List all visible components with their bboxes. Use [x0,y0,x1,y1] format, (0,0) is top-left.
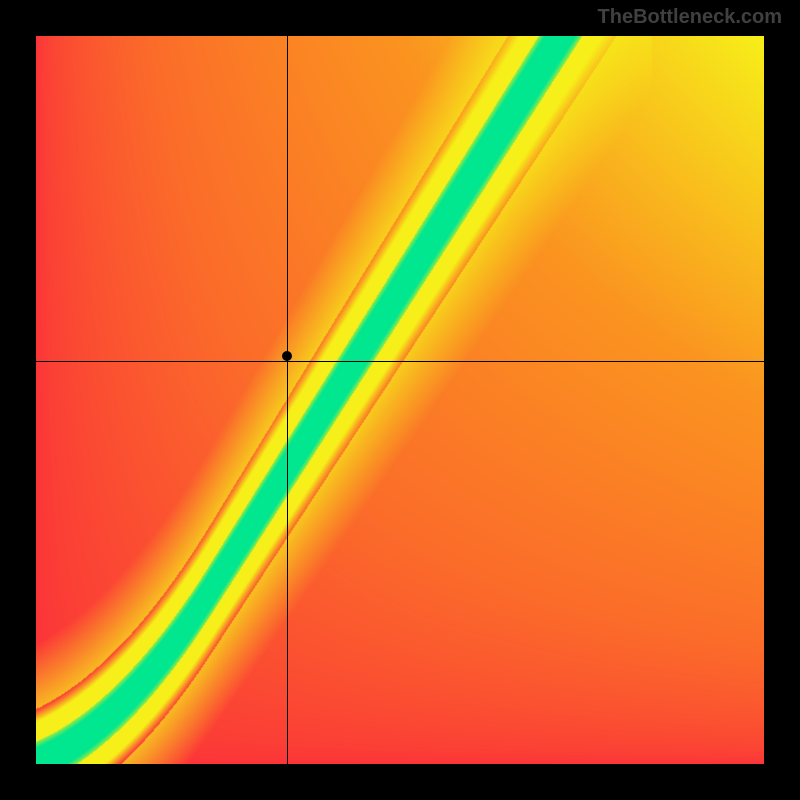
crosshair-horizontal [36,361,764,362]
data-point-marker [282,351,292,361]
watermark-text: TheBottleneck.com [598,6,782,29]
heatmap-plot [36,36,764,764]
heatmap-canvas [36,36,764,764]
crosshair-vertical [287,36,288,764]
